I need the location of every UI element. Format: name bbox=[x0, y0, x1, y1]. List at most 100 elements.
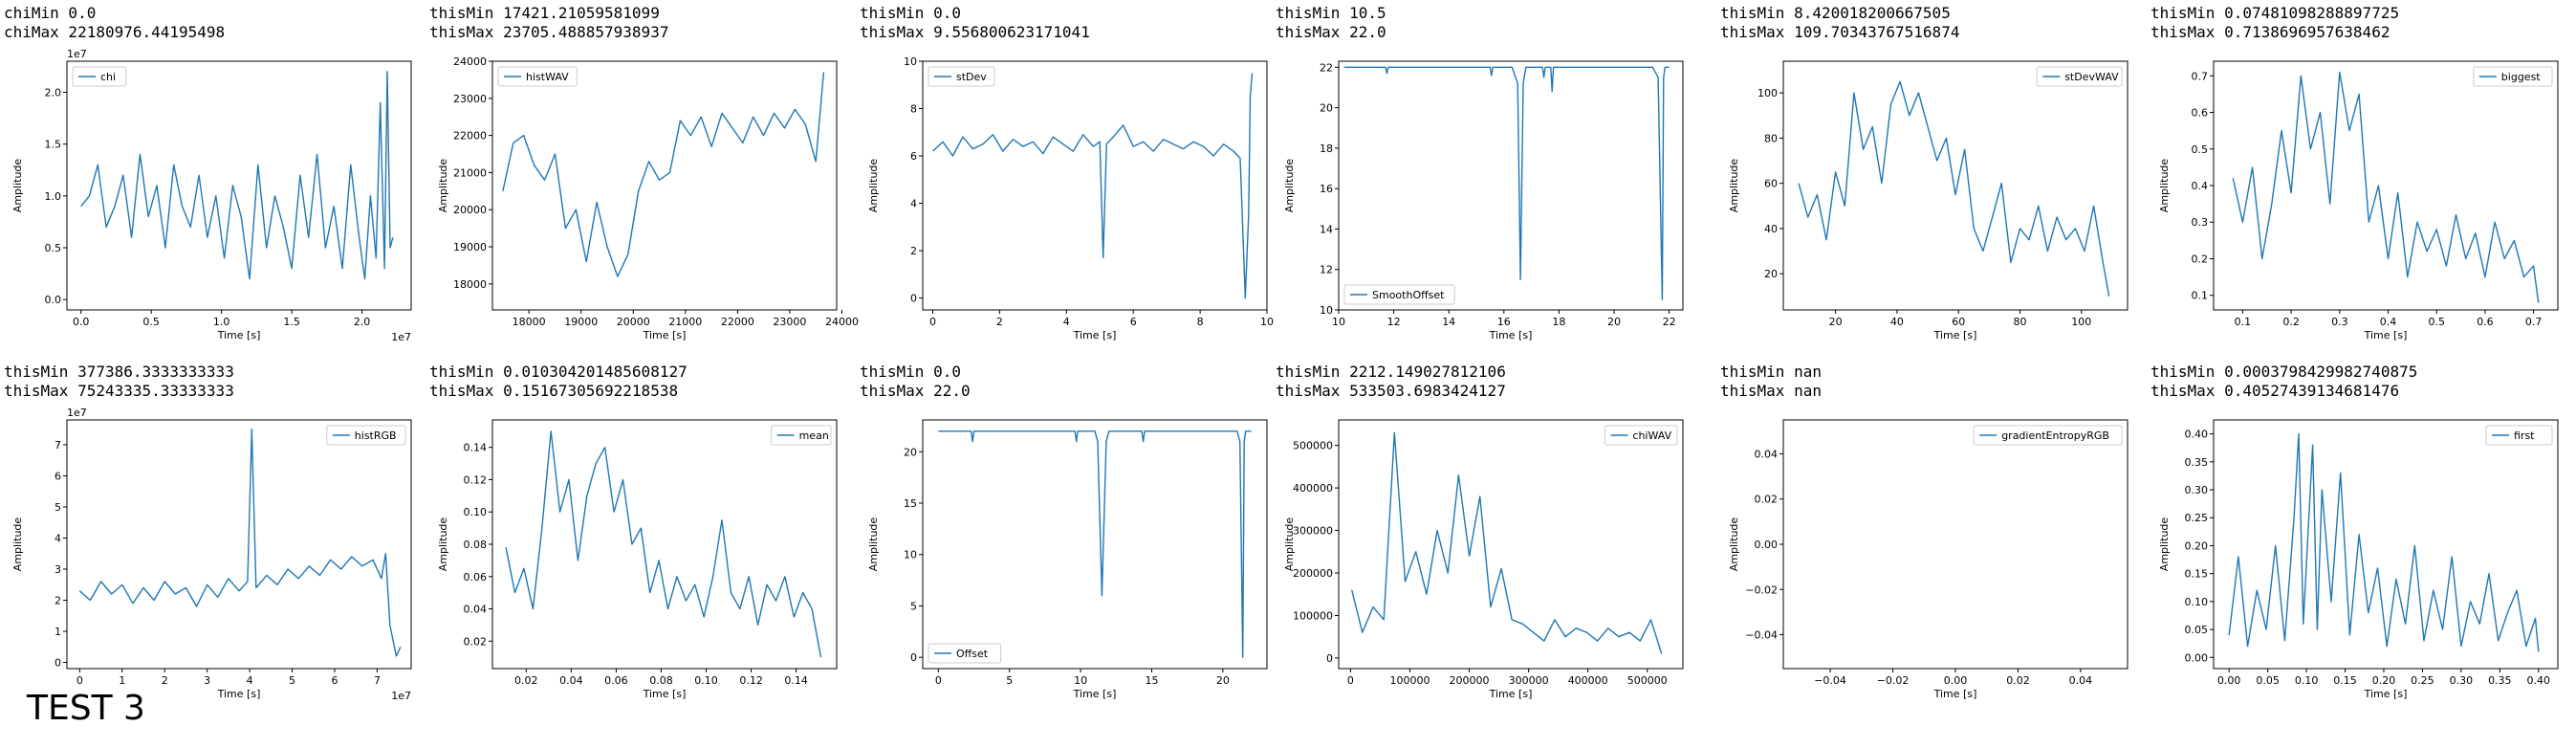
y-tick-label: 60 bbox=[1764, 178, 1778, 190]
y-tick-label: 0.02 bbox=[464, 635, 488, 648]
plot-frame bbox=[1338, 419, 1684, 670]
y-tick-label: 0.5 bbox=[45, 242, 62, 254]
plot-frame bbox=[491, 419, 838, 670]
y-axis-label: Amplitude bbox=[1728, 517, 1740, 572]
y-tick-label: 5 bbox=[55, 501, 61, 514]
y-tick-label: −0.04 bbox=[1745, 629, 1778, 642]
y-tick-label: 0.00 bbox=[1755, 539, 1779, 551]
x-axis-label: Time [s] bbox=[1489, 329, 1533, 341]
chart-mean: 0.02 0.04 0.06 0.08 0.10 0.12 0.14 0.02 0.04 0.06… bbox=[437, 419, 838, 700]
min-line: thisMin 0.07481098288897725 bbox=[2150, 4, 2400, 22]
x-tick-label: 22 bbox=[1663, 316, 1676, 328]
x-tick-label: 21000 bbox=[668, 316, 702, 328]
y-tick-label: 0.05 bbox=[2185, 624, 2209, 636]
y-exponent-label: 1e7 bbox=[67, 48, 87, 60]
x-axis-label: Time [s] bbox=[1933, 688, 1977, 700]
y-axis-label: Amplitude bbox=[1283, 159, 1296, 213]
x-tick-label: 24000 bbox=[825, 316, 859, 328]
min-line: thisMin 17421.21059581099 bbox=[429, 4, 660, 22]
x-axis-label: Time [s] bbox=[2364, 329, 2408, 341]
y-axis-label: Amplitude bbox=[2158, 159, 2171, 213]
y-axis-label: Amplitude bbox=[11, 517, 24, 572]
chart-gradientEntropyRGB: −0.04 −0.02 0.00 0.02 0.04 −0.04 −0.02 0.00 0.02… bbox=[1728, 419, 2128, 700]
x-tick-label: 0.7 bbox=[2525, 316, 2543, 328]
y-tick-label: 23000 bbox=[453, 93, 487, 105]
min-line: thisMin 0.010304201485608127 bbox=[429, 363, 688, 381]
minmax-readout: thisMin 0.0003798429982740875 thisMax 0.4… bbox=[2150, 363, 2417, 401]
x-tick-label: 0 bbox=[1347, 674, 1354, 687]
y-tick-label: 100 bbox=[1757, 87, 1778, 99]
x-tick-label: 400000 bbox=[1568, 674, 1608, 687]
y-tick-label: 15 bbox=[904, 497, 917, 510]
plot-frame bbox=[66, 419, 412, 670]
x-tick-label: 16 bbox=[1497, 316, 1511, 328]
y-tick-label: 0.4 bbox=[2192, 180, 2209, 192]
y-tick-label: 5 bbox=[910, 600, 917, 612]
y-tick-label: 100000 bbox=[1293, 609, 1333, 622]
plot-frame bbox=[922, 60, 1268, 311]
y-tick-label: 14 bbox=[1320, 223, 1333, 235]
x-tick-label: 20000 bbox=[617, 316, 650, 328]
x-tick-label: 100 bbox=[2071, 316, 2091, 328]
x-tick-label: 14 bbox=[1442, 316, 1455, 328]
minmax-readout: thisMin 0.07481098288897725 thisMax 0.713… bbox=[2150, 4, 2399, 42]
minmax-readout: thisMin 17421.21059581099 thisMax 23705.4… bbox=[429, 4, 668, 42]
series-line-first bbox=[2228, 432, 2540, 652]
x-tick-label: 1.0 bbox=[213, 316, 230, 328]
y-tick-label: 0.7 bbox=[2192, 70, 2209, 82]
y-tick-label: 0 bbox=[55, 657, 61, 670]
x-axis-label: Time [s] bbox=[1073, 688, 1117, 700]
x-tick-label: 0.00 bbox=[2217, 674, 2241, 687]
chart-first: 0.00 0.05 0.10 0.15 0.20 0.25 0.30 0.35 0.40 0.00… bbox=[2158, 419, 2559, 700]
x-tick-label: 0 bbox=[929, 316, 936, 328]
max-line: thisMax 0.40527439134681476 bbox=[2150, 382, 2400, 400]
x-axis-label: Time [s] bbox=[217, 688, 261, 700]
min-line: thisMin 10.5 bbox=[1276, 4, 1386, 22]
x-axis-label: Time [s] bbox=[2364, 688, 2408, 700]
x-tick-label: 0.2 bbox=[2282, 316, 2300, 328]
x-tick-label: 40 bbox=[1890, 316, 1904, 328]
y-tick-label: 4 bbox=[55, 533, 61, 545]
min-line: thisMin 2212.149027812106 bbox=[1276, 363, 1506, 381]
x-tick-label: 0.14 bbox=[784, 674, 808, 687]
max-line: thisMax 75243335.33333333 bbox=[4, 382, 234, 400]
x-tick-label: 200000 bbox=[1450, 674, 1490, 687]
x-tick-label: 5 bbox=[1006, 674, 1013, 687]
x-tick-label: 0.02 bbox=[514, 674, 538, 687]
x-tick-label: 0.0 bbox=[73, 316, 90, 328]
min-line: thisMin nan bbox=[1720, 363, 1822, 381]
legend-label: stDevWAV bbox=[2064, 71, 2119, 83]
x-tick-label: 0.30 bbox=[2450, 674, 2474, 687]
y-tick-label: 20000 bbox=[453, 204, 487, 216]
y-tick-label: 0.0 bbox=[45, 294, 62, 306]
x-tick-label: 0.5 bbox=[142, 316, 160, 328]
x-tick-label: 0.1 bbox=[2235, 316, 2252, 328]
legend: gradientEntropyRGB bbox=[1973, 425, 2123, 446]
chart-Offset: 0 5 10 15 20 0 5 10 15 20 Time [s] Amplitude Offset bbox=[867, 419, 1268, 700]
x-tick-label: 300000 bbox=[1509, 674, 1549, 687]
minmax-readout: thisMin 2212.149027812106 thisMax 533503.… bbox=[1276, 363, 1506, 401]
y-tick-label: 0.25 bbox=[2185, 512, 2209, 524]
legend-label: mean bbox=[799, 429, 829, 442]
legend-label: histWAV bbox=[526, 71, 569, 83]
x-tick-label: −0.04 bbox=[1814, 674, 1846, 687]
y-tick-label: 22000 bbox=[453, 130, 487, 143]
plot-frame bbox=[491, 60, 838, 311]
x-tick-label: 5 bbox=[289, 674, 295, 687]
legend-label: first bbox=[2514, 429, 2535, 442]
x-tick-label: 6 bbox=[1130, 316, 1137, 328]
legend: chi bbox=[72, 66, 127, 87]
minmax-readout: thisMin 0.0 thisMax 9.556800623171041 bbox=[860, 4, 1090, 42]
plot-frame bbox=[1782, 419, 2128, 670]
x-tick-label: 0.10 bbox=[2295, 674, 2319, 687]
max-line: chiMax 22180976.44195498 bbox=[4, 23, 226, 41]
y-tick-label: 200000 bbox=[1293, 567, 1333, 580]
y-tick-label: 1.5 bbox=[45, 139, 62, 151]
x-tick-label: 0.40 bbox=[2527, 674, 2551, 687]
y-tick-label: 20 bbox=[1764, 268, 1778, 280]
x-tick-label: 20 bbox=[1216, 674, 1230, 687]
y-tick-label: 0 bbox=[910, 293, 917, 305]
x-axis-label: Time [s] bbox=[643, 329, 687, 341]
x-tick-label: 0.04 bbox=[559, 674, 583, 687]
x-tick-label: 22000 bbox=[721, 316, 754, 328]
